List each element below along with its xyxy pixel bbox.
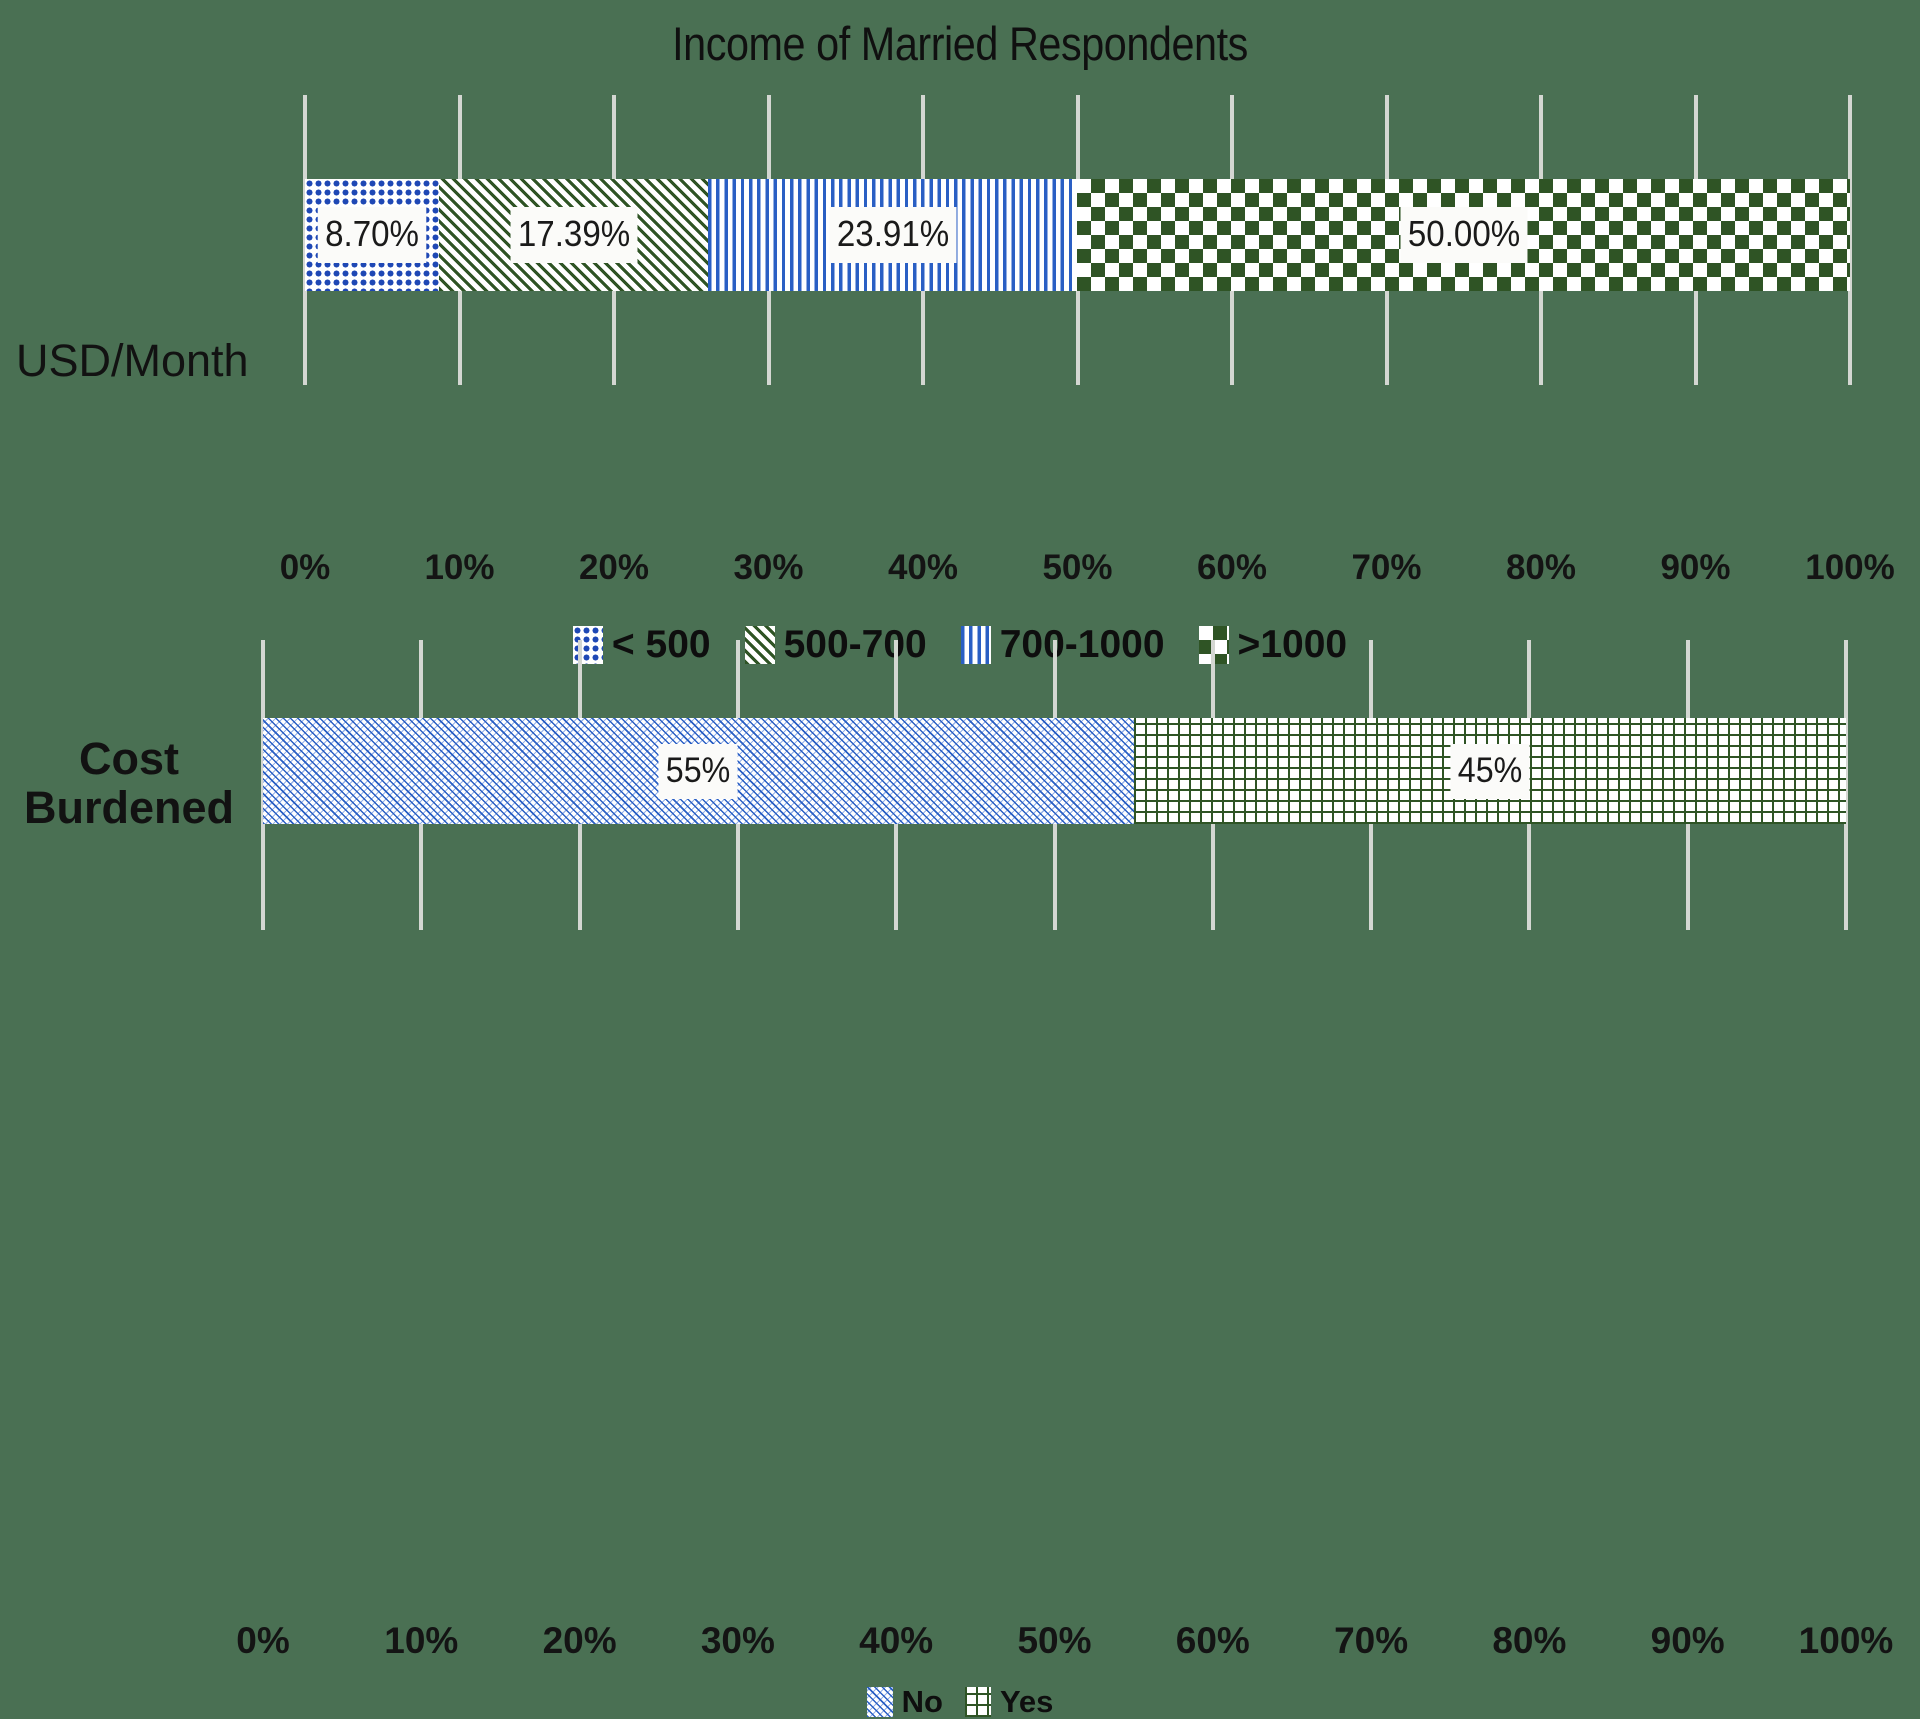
x-tick-label: 60%	[1175, 1620, 1250, 1661]
x-axis-ticks-cost-burdened: 0% 10% 20% 30% 40% 50% 60% 70% 80% 90% 100%	[236, 1620, 1893, 1666]
chart-panel-cost-burdened: 55% 45% 0% 10% 20% 30% 40% 50% 60% 70% 80% 90% 100…	[0, 640, 1920, 1717]
legend-item-700-1000[interactable]: 700-1000	[960, 623, 1165, 666]
legend-label: < 500	[611, 623, 711, 666]
bar-segment-yes[interactable]: 45%	[1133, 718, 1847, 824]
stacked-bar-income: 8.70% 17.39% 23.91% 50.00%	[305, 179, 1850, 291]
legend-item-no[interactable]: No	[866, 1684, 943, 1719]
bar-value-label: 8.70%	[317, 207, 427, 263]
x-tick-label: 50%	[1017, 1620, 1092, 1661]
x-tick-label: 40%	[887, 548, 959, 587]
bar-segment-gt1000[interactable]: 50.00%	[1077, 179, 1850, 291]
bar-value-label: 55%	[658, 743, 738, 799]
legend-income: < 500 500-700 700-1000 >1000	[0, 625, 1920, 664]
x-tick-label: 90%	[1660, 548, 1731, 587]
plot-area-income: 8.70% 17.39% 23.91% 50.00%	[303, 95, 1852, 385]
bar-value-label: 23.91%	[829, 207, 957, 263]
legend-item-yes[interactable]: Yes	[964, 1684, 1054, 1719]
x-tick-label: 50%	[1042, 548, 1113, 587]
legend-swatch-no-icon	[866, 1686, 893, 1717]
bar-segment-lt500[interactable]: 8.70%	[305, 179, 440, 291]
category-label-usd-month: USD/Month	[16, 335, 249, 386]
bar-segment-700-1000[interactable]: 23.91%	[708, 179, 1078, 291]
page-title: Income of Married Respondents	[672, 17, 1248, 70]
legend-label: 500-700	[783, 623, 927, 666]
stacked-bar-cost-burdened: 55% 45%	[263, 718, 1847, 824]
legend-label: No	[901, 1684, 943, 1719]
legend-swatch-500-700-icon	[744, 625, 775, 664]
legend-label: >1000	[1237, 623, 1348, 666]
legend-label: 700-1000	[999, 623, 1165, 666]
legend-label: Yes	[999, 1684, 1054, 1719]
x-tick-label: 100%	[1805, 548, 1895, 587]
plot-area-cost-burdened: 55% 45%	[261, 640, 1848, 930]
chart-panel-income: USD/Month 8.70% 17.39% 23.91% 50.00% 0% 1…	[0, 95, 1920, 664]
legend-swatch-yes-icon	[964, 1686, 991, 1717]
x-tick-label: 30%	[700, 1620, 775, 1661]
x-tick-label: 20%	[578, 548, 650, 587]
x-tick-label: 0%	[236, 1620, 290, 1661]
chart-page: Income of Married Respondents USD/Month …	[0, 17, 1920, 1717]
x-tick-label: 100%	[1798, 1620, 1894, 1661]
bar-segment-500-700[interactable]: 17.39%	[439, 179, 709, 291]
x-tick-label: 80%	[1492, 1620, 1567, 1661]
legend-cost-burdened: No Yes	[0, 1686, 1920, 1717]
bar-value-label: 50.00%	[1400, 207, 1528, 263]
bar-value-label: 45%	[1450, 743, 1530, 799]
legend-item-500-700[interactable]: 500-700	[744, 623, 927, 666]
x-tick-label: 70%	[1334, 1620, 1409, 1661]
x-tick-label: 20%	[542, 1620, 617, 1661]
legend-item-gt1000[interactable]: >1000	[1198, 623, 1348, 666]
x-tick-label: 60%	[1196, 548, 1268, 587]
x-tick-label: 80%	[1505, 548, 1577, 587]
x-tick-label: 30%	[733, 548, 804, 587]
x-tick-label: 40%	[859, 1620, 934, 1661]
legend-swatch-700-1000-icon	[960, 625, 991, 664]
x-tick-label: 0%	[279, 548, 331, 587]
x-axis-ticks-income: 0% 10% 20% 30% 40% 50% 60% 70% 80% 90% 100%	[280, 548, 1895, 594]
x-tick-label: 10%	[424, 548, 495, 587]
bar-segment-no[interactable]: 55%	[263, 718, 1134, 824]
category-label-cost-burdened: Cost Burdened	[23, 733, 234, 833]
x-tick-label: 90%	[1650, 1620, 1725, 1661]
x-tick-label: 70%	[1351, 548, 1422, 587]
bar-value-label: 17.39%	[510, 207, 638, 263]
x-tick-label: 10%	[384, 1620, 459, 1661]
